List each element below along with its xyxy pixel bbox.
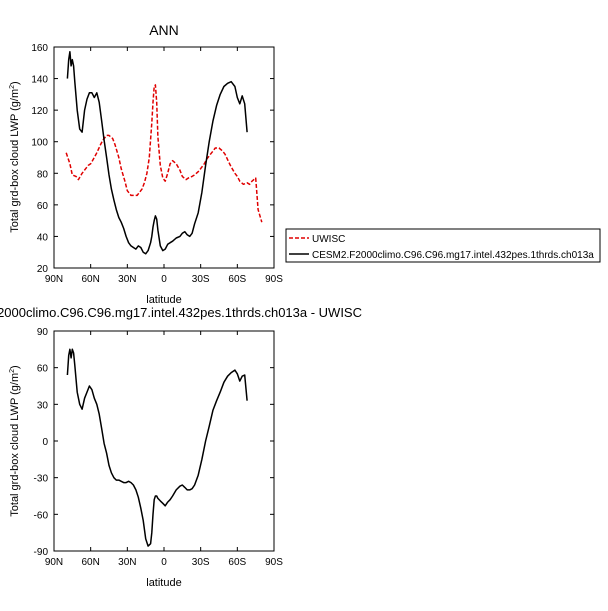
top-x-axis-label: latitude [146, 294, 181, 306]
top-y-tick-label: 80 [37, 169, 49, 180]
top-plot-area: 90N 60N 30N 0 30S 60S 90S 20 40 60 80 100 120 140 160 [31, 43, 283, 285]
top-chart: ANN 90N 60N 30N 0 30S 60S 90S 20 40 60 80 100 120 140… [9, 22, 601, 306]
top-y-tick-label: 140 [31, 75, 48, 86]
legend-label-cesm2: CESM2.F2000climo.C96.C96.mg17.intel.432p… [312, 250, 594, 261]
bottom-series-line-1 [66, 348, 248, 547]
top-plot-frame [53, 46, 275, 269]
bottom-x-tick-label: 90N [45, 557, 63, 568]
bottom-y-tick-label: 60 [37, 364, 49, 375]
top-y-axis-label: Total grd-box cloud LWP (g/m2) [9, 81, 21, 232]
top-series-line-1 [65, 84, 263, 223]
bottom-chart: CESM2.F2000climo.C96.C96.mg17.intel.432p… [0, 305, 362, 589]
top-series-line-2 [66, 50, 248, 255]
top-x-tick-label: 90S [265, 274, 283, 285]
bottom-y-tick-label: 0 [42, 437, 48, 448]
bottom-y-axis-label: Total grd-box cloud LWP (g/m2) [9, 365, 21, 516]
top-x-tick-label: 30S [192, 274, 210, 285]
bottom-x-axis-label: latitude [146, 577, 181, 589]
legend: UWISC CESM2.F2000climo.C96.C96.mg17.inte… [285, 228, 601, 263]
bottom-x-tick-label: 90S [265, 557, 283, 568]
legend-label-uwisc: UWISC [312, 234, 345, 245]
bottom-x-tick-label: 60S [228, 557, 246, 568]
top-y-tick-label: 160 [31, 43, 48, 54]
bottom-y-tick-label: 90 [37, 327, 49, 338]
bottom-chart-title: CESM2.F2000climo.C96.C96.mg17.intel.432p… [0, 305, 362, 320]
top-y-tick-label: 60 [37, 201, 49, 212]
top-x-tick-label: 60S [228, 274, 246, 285]
top-x-tick-label: 0 [161, 274, 167, 285]
bottom-y-tick-label: 30 [37, 400, 49, 411]
bottom-x-tick-label: 60N [81, 557, 99, 568]
top-y-tick-label: 20 [37, 264, 49, 275]
top-x-tick-label: 30N [118, 274, 136, 285]
top-y-tick-label: 40 [37, 232, 49, 243]
legend-box [285, 228, 601, 263]
bottom-plot-frame [53, 330, 275, 552]
top-y-tick-label: 100 [31, 138, 48, 149]
top-chart-title: ANN [149, 22, 179, 38]
bottom-x-tick-label: 30N [118, 557, 136, 568]
top-x-tick-label: 60N [81, 274, 99, 285]
top-x-tick-label: 90N [45, 274, 63, 285]
bottom-y-tick-label: -30 [34, 474, 49, 485]
bottom-x-tick-label: 0 [161, 557, 167, 568]
bottom-y-tick-label: -90 [34, 547, 49, 558]
top-y-tick-label: 120 [31, 106, 48, 117]
bottom-y-tick-label: -60 [34, 510, 49, 521]
bottom-x-tick-label: 30S [192, 557, 210, 568]
bottom-plot-area: 90N 60N 30N 0 30S 60S 90S -90 -60 -30 0 30 60 90 [34, 327, 284, 568]
